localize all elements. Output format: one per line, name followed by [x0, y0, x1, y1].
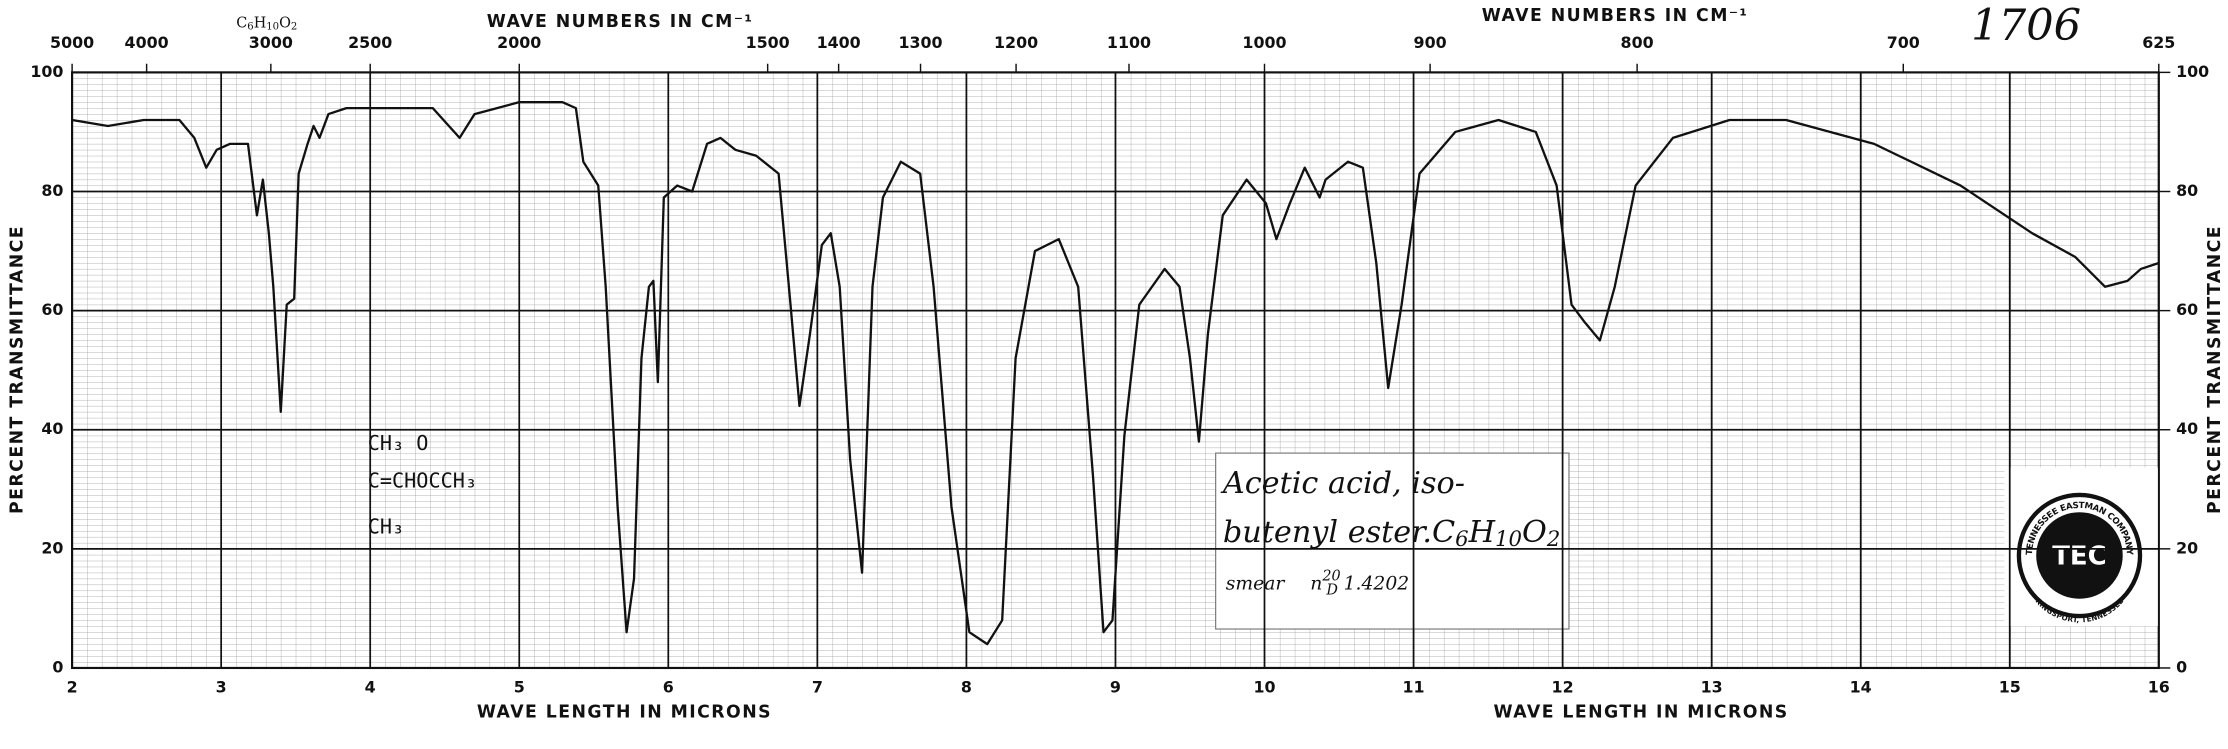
formula-element: O: [1522, 515, 1547, 550]
annotation-text: 1.4202: [1344, 573, 1410, 594]
x-tick-label: 13: [1701, 678, 1723, 697]
formula-subscript: 2: [291, 21, 297, 32]
top-axis-label: WAVE NUMBERS IN CM⁻¹: [1482, 6, 1749, 26]
annotation-text: smear: [1226, 573, 1286, 594]
x-tick-label: 12: [1552, 678, 1574, 697]
y2-tick-label: 20: [2176, 538, 2198, 557]
x-tick-label: 8: [961, 678, 972, 697]
top-axis-label: WAVE NUMBERS IN CM⁻¹: [487, 12, 754, 32]
x-tick-label: 11: [1402, 678, 1424, 697]
x2-tick-label: 2000: [497, 33, 541, 52]
x-tick-label: 16: [2148, 678, 2170, 697]
y-tick-label: 80: [41, 181, 63, 200]
x2-tick-label: 1200: [994, 33, 1038, 52]
y-tick-label: 60: [41, 300, 63, 319]
x-tick-label: 15: [1999, 678, 2021, 697]
x2-tick-label: 1300: [898, 33, 942, 52]
y-tick-label: 40: [41, 419, 63, 438]
y-tick-label: 20: [41, 538, 63, 557]
annotation-text: butenyl ester.: [1223, 515, 1432, 550]
catalog-number: 1706: [1971, 1, 2081, 51]
x-tick-label: 4: [365, 678, 376, 697]
structure: CH₃ O C=CHOCCH₃ CH₃: [368, 431, 477, 539]
logo: TENNESSEE EASTMAN COMPANY KINGSPORT, TEN…: [2004, 467, 2159, 627]
annotation-box: [1215, 452, 1570, 630]
formula-subscript: 6: [1455, 526, 1468, 551]
x-tick-label: 9: [1110, 678, 1121, 697]
structure-line: CH₃ O: [368, 431, 429, 455]
y2-tick-label: 100: [2176, 62, 2209, 81]
y-axis-label: PERCENT TRANSMITTANCE: [7, 225, 27, 514]
formula-subscript: 2: [1546, 526, 1560, 551]
annotation-sup: 20: [1321, 568, 1340, 584]
formula-element: H: [1468, 515, 1496, 550]
y-tick-label: 0: [52, 657, 63, 676]
y2-axis-label: PERCENT TRANSMITTANCE: [2205, 225, 2225, 514]
x-tick-label: 3: [216, 678, 227, 697]
x-tick-label: 7: [812, 678, 823, 697]
x2-tick-label: 1100: [1107, 33, 1151, 52]
top-formula: C6H10O2: [236, 15, 297, 32]
y2-tick-label: 0: [2176, 657, 2187, 676]
structure-line: CH₃: [368, 515, 404, 539]
formula-element: O: [279, 15, 291, 31]
x2-tick-label: 2500: [348, 33, 392, 52]
structure-line: C=CHOCCH₃: [368, 468, 477, 492]
x2-tick-label: 3000: [249, 33, 293, 52]
x-tick-label: 10: [1253, 678, 1275, 697]
x-tick-label: 2: [67, 678, 78, 697]
formula-element: H: [254, 15, 267, 31]
formula-subscript: 10: [1495, 526, 1522, 551]
formula-subscript: 10: [266, 21, 279, 32]
formula-element: C: [1432, 515, 1455, 550]
annotation-line: Acetic acid, iso-: [1220, 466, 1465, 501]
x2-tick-label: 625: [2142, 33, 2175, 52]
x2-tick-label: 4000: [125, 33, 169, 52]
y2-tick-label: 60: [2176, 300, 2198, 319]
annotation-line: smear n20 D 1.4202: [1226, 568, 1409, 598]
x2-tick-label: 1500: [746, 33, 790, 52]
logo-disc: [2036, 512, 2123, 599]
logo-center: TEC: [2052, 541, 2106, 571]
bottom-axis-label: WAVE LENGTH IN MICRONS: [1493, 703, 1788, 723]
x2-tick-label: 1400: [817, 33, 861, 52]
x2-tick-label: 700: [1887, 33, 1920, 52]
spectrum-line: [71, 101, 2160, 646]
annotation-text: n: [1310, 573, 1322, 594]
y2-tick-label: 80: [2176, 181, 2198, 200]
y2-tick-label: 40: [2176, 419, 2198, 438]
bottom-axis-label: WAVE LENGTH IN MICRONS: [477, 703, 772, 723]
annotation-line: butenyl ester.C6H10O2: [1223, 515, 1560, 551]
x-tick-label: 5: [514, 678, 525, 697]
x-tick-label: 14: [1850, 678, 1872, 697]
x2-tick-label: 1000: [1242, 33, 1286, 52]
formula-element: C: [236, 15, 247, 31]
x2-tick-label: 800: [1621, 33, 1654, 52]
x2-tick-label: 900: [1414, 33, 1447, 52]
x2-tick-label: 5000: [50, 33, 94, 52]
formula-subscript: 6: [247, 21, 253, 32]
annotation-sub: D: [1325, 582, 1338, 598]
y-tick-label: 100: [30, 62, 63, 81]
x-tick-label: 6: [663, 678, 674, 697]
